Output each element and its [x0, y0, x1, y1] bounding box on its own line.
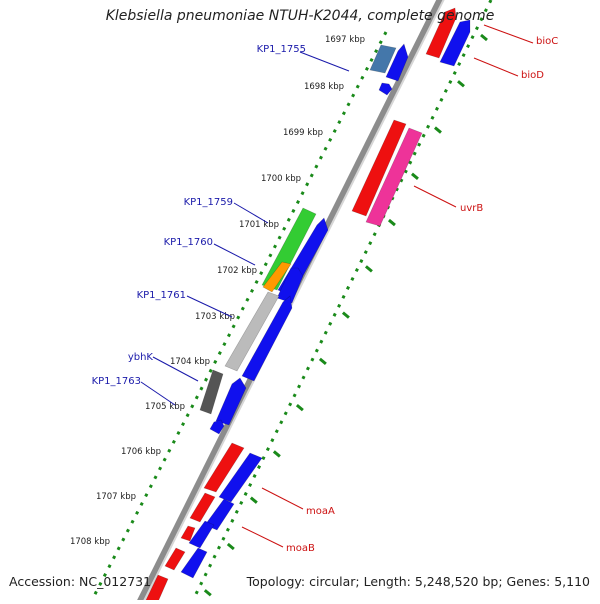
- leader-line: [140, 381, 176, 406]
- tick-mark: [457, 80, 465, 88]
- gene-label-kp1-1763: KP1_1763: [92, 376, 141, 387]
- gene-forward-8: [204, 498, 235, 531]
- genome-title: Klebsiella pneumoniae NTUH-K2044, comple…: [105, 8, 495, 24]
- gene-uvrb-red: [351, 119, 407, 217]
- tick-label: 1697 kbp: [325, 35, 365, 45]
- tick-mark: [226, 542, 235, 551]
- leader-line: [241, 526, 284, 548]
- gene-label-ybhk: ybhK: [128, 352, 154, 363]
- gene-label-kp1-1760: KP1_1760: [164, 237, 213, 248]
- leader-line: [186, 295, 233, 318]
- tick-label: 1699 kbp: [283, 128, 323, 138]
- tick-mark: [295, 404, 304, 412]
- gene-forward-6: [215, 377, 247, 426]
- tick-mark: [341, 311, 350, 319]
- tick-label: 1707 kbp: [96, 492, 136, 502]
- tick-mark: [480, 33, 488, 42]
- tick-marks-inner: [203, 33, 488, 597]
- gene-label-moab: moaB: [286, 543, 315, 554]
- gene-forward-5: [241, 295, 293, 382]
- tick-label: 1700 kbp: [261, 174, 301, 184]
- gene-moaa: [218, 452, 263, 503]
- tick-mark: [272, 450, 281, 458]
- tick-track-inner: [191, 0, 493, 601]
- leader-line: [152, 356, 199, 382]
- gene-label-moaa: moaA: [306, 506, 335, 517]
- tick-label: 1702 kbp: [217, 266, 257, 276]
- gene-forward-1: [385, 43, 409, 82]
- tick-label: 1698 kbp: [304, 82, 344, 92]
- gene-kp1-1755: [369, 44, 397, 74]
- gene-label-kp1-1759: KP1_1759: [184, 197, 233, 208]
- topology-info: Topology: circular; Length: 5,248,520 bp…: [246, 574, 590, 589]
- tick-mark: [203, 589, 212, 597]
- gene-kp1-1760: [262, 261, 292, 293]
- gene-moaa-red: [203, 442, 245, 493]
- genome-backbone-highlight: [141, 0, 445, 604]
- leader-line: [299, 51, 350, 72]
- tick-mark: [364, 265, 373, 273]
- left-gene-labels: KP1_1755 KP1_1759 KP1_1760 KP1_1761 ybhK…: [92, 44, 350, 406]
- leader-line: [473, 57, 519, 77]
- gene-kp1-1761: [224, 291, 280, 372]
- tick-label: 1705 kbp: [145, 402, 185, 412]
- gene-forward-2: [378, 82, 393, 96]
- gene-moab: [188, 520, 215, 549]
- gene-forward-7: [209, 419, 225, 435]
- tick-label: 1706 kbp: [121, 447, 161, 457]
- tick-mark: [434, 126, 442, 134]
- tick-labels: 1697 kbp 1698 kbp 1699 kbp 1700 kbp 1701…: [70, 35, 365, 547]
- gene-label-bioc: bioC: [536, 36, 558, 47]
- tick-label: 1703 kbp: [195, 312, 235, 322]
- leader-line: [213, 243, 256, 266]
- gene-biod: [439, 19, 471, 67]
- tick-label: 1701 kbp: [239, 220, 279, 230]
- tick-label: 1704 kbp: [170, 357, 210, 367]
- gene-uvrb: [365, 127, 423, 227]
- gene-label-kp1-1755: KP1_1755: [257, 44, 306, 55]
- tick-track-outer: [90, 31, 388, 601]
- gene-label-biod: bioD: [521, 70, 544, 81]
- gene-features: [145, 7, 471, 604]
- tick-mark: [318, 357, 327, 366]
- leader-line: [483, 24, 534, 44]
- gene-forward-9: [180, 547, 208, 579]
- tick-mark: [387, 218, 396, 227]
- tick-mark: [410, 172, 419, 180]
- right-gene-labels: bioC bioD uvrB moaA moaB: [241, 24, 558, 554]
- gene-red-1: [189, 492, 216, 523]
- gene-bioc: [425, 7, 457, 59]
- leader-line: [233, 202, 269, 224]
- tick-label: 1708 kbp: [70, 537, 110, 547]
- tick-mark: [249, 496, 258, 504]
- gene-red-2: [180, 525, 196, 542]
- accession-info: Accession: NC_012731: [9, 574, 152, 589]
- gene-red-3: [164, 547, 186, 571]
- gene-label-uvrb: uvrB: [460, 203, 483, 214]
- leader-line: [413, 185, 457, 208]
- gene-label-kp1-1761: KP1_1761: [137, 290, 186, 301]
- leader-line: [261, 487, 304, 510]
- gene-ybhk: [199, 369, 224, 415]
